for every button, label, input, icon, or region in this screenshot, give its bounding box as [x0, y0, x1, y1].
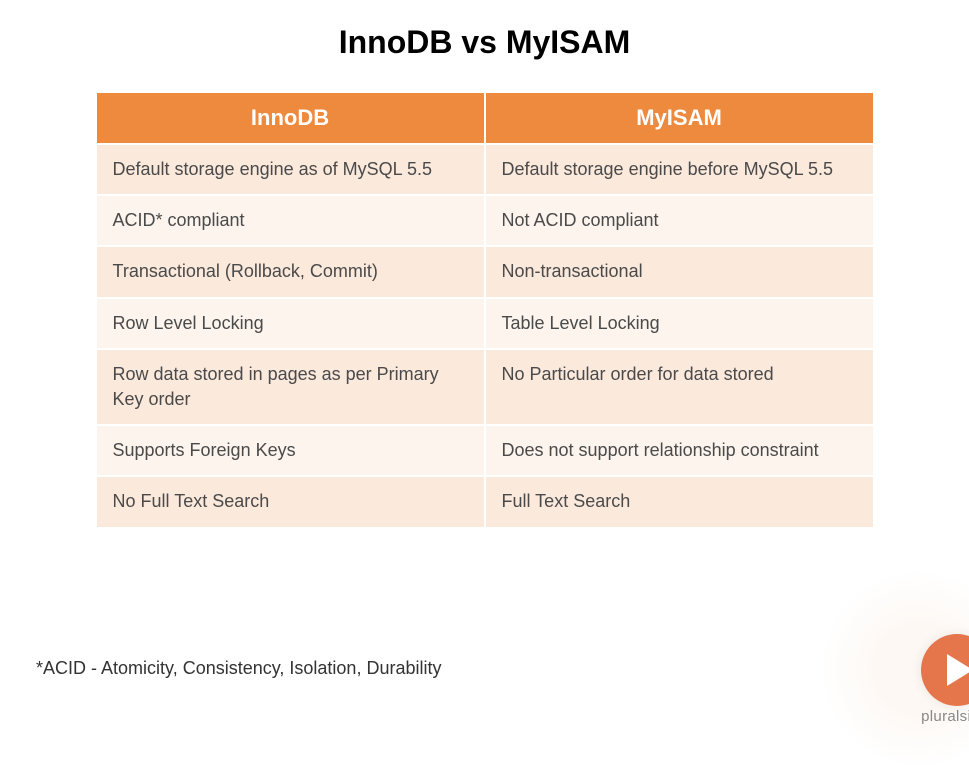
table-row: No Full Text Search Full Text Search: [96, 476, 874, 527]
table-row: Default storage engine as of MySQL 5.5 D…: [96, 144, 874, 195]
slide-title: InnoDB vs MyISAM: [0, 0, 969, 91]
table-cell: Non-transactional: [485, 246, 874, 297]
table-cell: No Full Text Search: [96, 476, 485, 527]
table-cell: Full Text Search: [485, 476, 874, 527]
play-triangle-icon: [947, 654, 969, 686]
table-cell: Row Level Locking: [96, 298, 485, 349]
comparison-table: InnoDB MyISAM Default storage engine as …: [95, 91, 875, 529]
table-cell: Default storage engine as of MySQL 5.5: [96, 144, 485, 195]
footnote-text: *ACID - Atomicity, Consistency, Isolatio…: [36, 658, 441, 679]
table-row: Row Level Locking Table Level Locking: [96, 298, 874, 349]
table-row: Row data stored in pages as per Primary …: [96, 349, 874, 425]
table-row: Supports Foreign Keys Does not support r…: [96, 425, 874, 476]
table-cell: Transactional (Rollback, Commit): [96, 246, 485, 297]
table-cell: Not ACID compliant: [485, 195, 874, 246]
table-row: Transactional (Rollback, Commit) Non-tra…: [96, 246, 874, 297]
table-cell: Does not support relationship constraint: [485, 425, 874, 476]
column-header-innodb: InnoDB: [96, 92, 485, 144]
table-cell: ACID* compliant: [96, 195, 485, 246]
brand-corner: pluralsight: [921, 634, 969, 725]
brand-label: pluralsight: [921, 708, 969, 725]
column-header-myisam: MyISAM: [485, 92, 874, 144]
play-icon: [921, 634, 969, 706]
table-cell: Supports Foreign Keys: [96, 425, 485, 476]
table-cell: Default storage engine before MySQL 5.5: [485, 144, 874, 195]
table-header-row: InnoDB MyISAM: [96, 92, 874, 144]
table-row: ACID* compliant Not ACID compliant: [96, 195, 874, 246]
table-cell: Table Level Locking: [485, 298, 874, 349]
table-cell: No Particular order for data stored: [485, 349, 874, 425]
table-cell: Row data stored in pages as per Primary …: [96, 349, 485, 425]
